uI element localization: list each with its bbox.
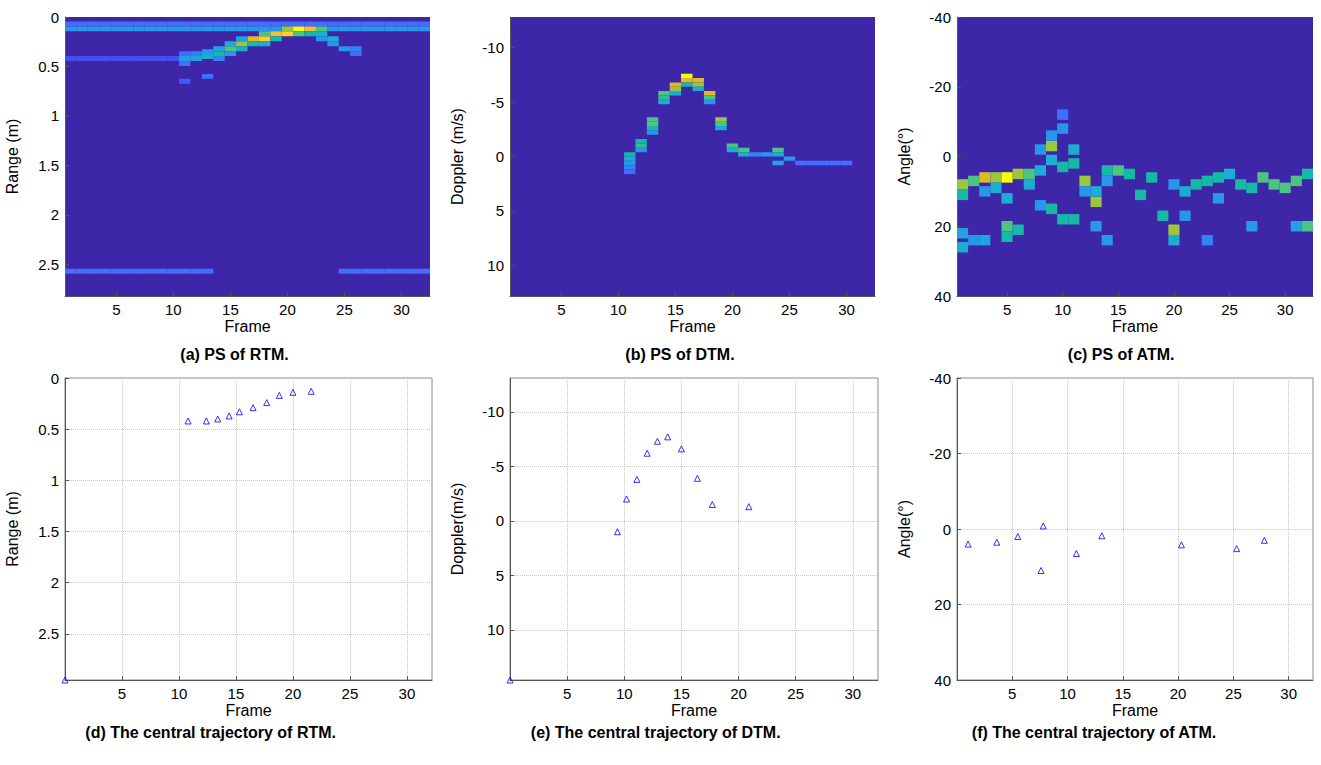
svg-text:30: 30 <box>399 685 416 702</box>
svg-text:(f) The central trajectory of: (f) The central trajectory of ATM. <box>972 724 1216 741</box>
svg-text:(c) PS of ATM.: (c) PS of ATM. <box>1068 346 1175 363</box>
svg-text:20: 20 <box>934 596 951 613</box>
svg-text:20: 20 <box>279 301 296 318</box>
svg-text:5: 5 <box>496 202 504 219</box>
svg-text:5: 5 <box>496 567 504 584</box>
svg-text:Range (m): Range (m) <box>4 491 21 567</box>
svg-text:Frame: Frame <box>1112 702 1158 719</box>
svg-text:Frame: Frame <box>1112 318 1158 335</box>
svg-text:2: 2 <box>51 206 59 223</box>
svg-text:(e) The central trajectory of: (e) The central trajectory of DTM. <box>531 724 781 741</box>
svg-text:-10: -10 <box>482 39 504 56</box>
svg-text:Range (m): Range (m) <box>4 119 21 195</box>
svg-text:0: 0 <box>51 370 59 387</box>
svg-text:0.5: 0.5 <box>38 421 59 438</box>
svg-text:2.5: 2.5 <box>38 625 59 642</box>
svg-text:10: 10 <box>1054 301 1071 318</box>
svg-text:20: 20 <box>1166 301 1183 318</box>
svg-text:-20: -20 <box>929 445 951 462</box>
svg-text:-40: -40 <box>929 9 951 26</box>
svg-text:25: 25 <box>342 685 359 702</box>
svg-text:Angle(°): Angle(°) <box>896 128 913 186</box>
svg-text:0: 0 <box>496 148 504 165</box>
svg-text:20: 20 <box>934 218 951 235</box>
svg-text:Frame: Frame <box>224 318 270 335</box>
svg-text:10: 10 <box>610 301 627 318</box>
svg-text:10: 10 <box>171 685 188 702</box>
svg-text:1.5: 1.5 <box>38 523 59 540</box>
svg-text:(b) PS of DTM.: (b) PS of DTM. <box>625 346 734 363</box>
svg-text:5: 5 <box>1008 685 1016 702</box>
svg-text:0.5: 0.5 <box>38 58 59 75</box>
svg-text:-5: -5 <box>491 94 504 111</box>
svg-text:0: 0 <box>51 9 59 26</box>
svg-text:2.5: 2.5 <box>38 256 59 273</box>
svg-text:5: 5 <box>118 685 126 702</box>
svg-text:25: 25 <box>781 301 798 318</box>
svg-text:5: 5 <box>557 301 565 318</box>
svg-text:15: 15 <box>228 685 245 702</box>
svg-text:25: 25 <box>1221 301 1238 318</box>
svg-text:20: 20 <box>1170 685 1187 702</box>
svg-text:15: 15 <box>1110 301 1127 318</box>
svg-text:Frame: Frame <box>669 318 715 335</box>
svg-text:-20: -20 <box>929 78 951 95</box>
svg-text:15: 15 <box>673 685 690 702</box>
svg-text:40: 40 <box>934 672 951 689</box>
svg-text:1: 1 <box>51 107 59 124</box>
svg-text:-40: -40 <box>929 370 951 387</box>
svg-text:1.5: 1.5 <box>38 157 59 174</box>
svg-text:20: 20 <box>730 685 747 702</box>
svg-text:15: 15 <box>222 301 239 318</box>
svg-text:-10: -10 <box>482 403 504 420</box>
svg-text:-5: -5 <box>491 458 504 475</box>
svg-text:30: 30 <box>838 301 855 318</box>
svg-text:30: 30 <box>1277 301 1294 318</box>
svg-text:1: 1 <box>51 472 59 489</box>
svg-text:0: 0 <box>496 512 504 529</box>
svg-text:10: 10 <box>165 301 182 318</box>
svg-text:25: 25 <box>787 685 804 702</box>
svg-text:2: 2 <box>51 574 59 591</box>
svg-text:15: 15 <box>1114 685 1131 702</box>
svg-text:15: 15 <box>667 301 684 318</box>
svg-text:Angle(°): Angle(°) <box>896 500 913 558</box>
svg-text:40: 40 <box>934 288 951 305</box>
svg-text:10: 10 <box>487 257 504 274</box>
svg-text:10: 10 <box>616 685 633 702</box>
svg-text:5: 5 <box>1003 301 1011 318</box>
svg-text:(a) PS of RTM.: (a) PS of RTM. <box>180 346 288 363</box>
svg-text:10: 10 <box>1059 685 1076 702</box>
svg-text:Frame: Frame <box>671 702 717 719</box>
svg-text:30: 30 <box>1280 685 1297 702</box>
svg-text:10: 10 <box>487 621 504 638</box>
svg-text:30: 30 <box>393 301 410 318</box>
svg-text:Frame: Frame <box>225 702 271 719</box>
svg-text:25: 25 <box>336 301 353 318</box>
svg-text:5: 5 <box>563 685 571 702</box>
svg-text:20: 20 <box>724 301 741 318</box>
svg-text:Doppler(m/s): Doppler(m/s) <box>449 483 466 575</box>
svg-text:25: 25 <box>1225 685 1242 702</box>
svg-text:0: 0 <box>943 148 951 165</box>
svg-text:(d) The central trajectory of: (d) The central trajectory of RTM. <box>85 724 336 741</box>
svg-text:20: 20 <box>285 685 302 702</box>
svg-text:0: 0 <box>943 521 951 538</box>
svg-text:Doppler (m/s): Doppler (m/s) <box>449 108 466 205</box>
svg-text:5: 5 <box>112 301 120 318</box>
svg-text:30: 30 <box>845 685 862 702</box>
